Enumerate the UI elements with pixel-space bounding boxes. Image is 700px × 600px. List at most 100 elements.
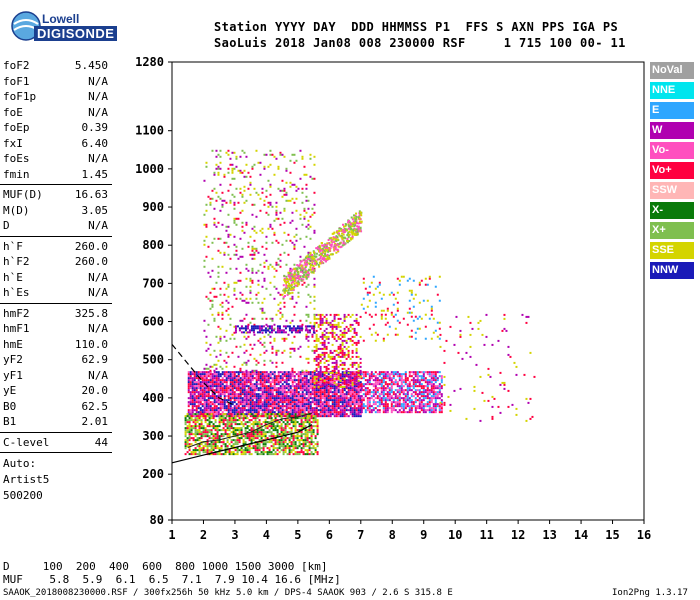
echo-point [186,425,189,428]
echo-point [310,453,313,456]
echo-point [223,293,226,296]
echo-point [388,325,391,328]
echo-point [376,381,379,384]
echo-point [209,401,212,404]
echo-point [247,377,250,380]
echo-point [307,387,310,390]
echo-point [241,221,244,224]
echo-point [311,411,314,414]
echo-point [265,247,268,250]
echo-point [189,399,192,402]
echo-point [289,239,292,242]
echo-point [197,371,200,374]
echo-point [227,225,230,228]
echo-point [398,395,401,398]
echo-point [301,411,304,414]
echo-point [264,431,267,434]
echo-point [376,409,379,412]
echo-point [355,319,358,322]
echo-point [269,391,272,394]
echo-point [341,411,344,414]
echo-point [349,323,352,326]
echo-point [256,417,259,420]
echo-point [211,287,214,290]
echo-point [245,175,248,178]
echo-point [438,405,441,408]
echo-point [277,371,280,374]
echo-point [345,401,348,404]
echo-point [295,405,298,408]
echo-point [321,413,324,416]
echo-point [428,275,431,278]
echo-point [284,449,287,452]
echo-point [255,215,258,218]
echo-point [319,375,322,378]
echo-point [239,377,242,380]
echo-point [232,427,235,430]
echo-point [349,395,352,398]
echo-point [376,411,379,414]
echo-point [410,401,413,404]
echo-point [262,451,265,454]
echo-point [380,297,383,300]
echo-point [263,265,266,268]
echo-point [296,447,299,450]
echo-point [290,427,293,430]
echo-point [245,369,248,372]
echo-point [307,345,310,348]
echo-point [333,381,336,384]
echo-point [341,401,344,404]
echo-point [194,417,197,420]
echo-point [311,401,314,404]
echo-point [270,441,273,444]
echo-point [289,405,292,408]
echo-point [279,385,282,388]
echo-point [201,387,204,390]
echo-point [333,409,336,412]
echo-point [327,377,330,380]
echo-point [341,395,344,398]
echo-point [313,377,316,380]
echo-point [402,275,405,278]
echo-point [359,413,362,416]
echo-point [291,395,294,398]
echo-point [293,371,296,374]
echo-point [351,327,354,330]
echo-point [349,409,352,412]
echo-point [221,265,224,268]
echo-point [339,415,342,418]
echo-point [217,311,220,314]
echo-point [217,379,220,382]
echo-point [315,387,318,390]
echo-point [246,433,249,436]
echo-point [339,337,342,340]
echo-point [412,379,415,382]
echo-point [355,361,358,364]
echo-point [323,341,326,344]
echo-point [230,419,233,422]
echo-point [223,391,226,394]
echo-point [232,429,235,432]
echo-point [216,453,219,456]
echo-point [374,401,377,404]
echo-point [308,437,311,440]
echo-point [187,413,190,416]
echo-point [284,427,287,430]
echo-point [357,385,360,388]
echo-point [410,385,413,388]
echo-point [188,429,191,432]
divider [0,452,112,453]
echo-point [418,391,421,394]
echo-point [249,289,252,292]
echo-point [319,319,322,322]
echo-point [263,393,266,396]
echo-point [311,379,314,382]
echo-point [269,185,272,188]
echo-point [233,377,236,380]
echo-point [459,329,462,332]
echo-point [349,385,352,388]
echo-point [240,437,243,440]
echo-point [287,233,290,236]
echo-point [231,379,234,382]
echo-point [253,369,256,372]
